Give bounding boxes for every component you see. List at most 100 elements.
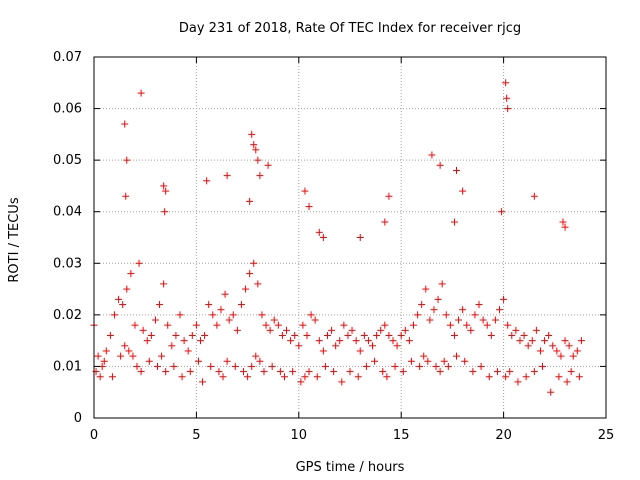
data-point [301, 187, 309, 195]
data-point [244, 373, 252, 381]
data-point [539, 362, 547, 370]
data-point [221, 290, 229, 298]
data-point [297, 378, 305, 386]
data-point [139, 326, 147, 334]
x-tick-label: 0 [90, 428, 98, 443]
data-point [100, 357, 108, 365]
data-point [313, 373, 321, 381]
data-point [319, 347, 327, 355]
data-point [117, 352, 125, 360]
data-points [90, 79, 585, 396]
data-point [407, 357, 415, 365]
data-point [436, 368, 444, 376]
data-point [559, 218, 567, 226]
data-point [283, 326, 291, 334]
data-point [147, 331, 155, 339]
data-point [137, 368, 145, 376]
data-point [143, 337, 151, 345]
x-tick-label: 15 [393, 428, 410, 443]
data-point [256, 172, 264, 180]
data-point [496, 306, 504, 314]
data-point [524, 342, 532, 350]
data-point [522, 373, 530, 381]
data-point [444, 362, 452, 370]
data-point [446, 321, 454, 329]
data-point [262, 321, 270, 329]
data-point [389, 337, 397, 345]
data-point [203, 177, 211, 185]
data-point [131, 321, 139, 329]
data-point [319, 234, 327, 241]
data-point [520, 331, 528, 339]
data-point [250, 141, 258, 149]
data-point [498, 208, 506, 216]
data-point [414, 311, 422, 319]
data-point [561, 223, 569, 231]
data-point [340, 321, 348, 329]
grid [94, 57, 606, 418]
data-point [344, 331, 352, 339]
data-point [385, 192, 393, 200]
data-point [301, 373, 309, 381]
data-point [160, 182, 168, 190]
data-point [549, 342, 557, 350]
data-point [338, 378, 346, 386]
data-point [536, 347, 544, 355]
axis-ticks: 0 0.01 0.02 0.03 0.04 0.05 0.06 0.07 0 5 10 15 20 25 [53, 50, 614, 443]
data-point [299, 321, 307, 329]
data-point [569, 352, 577, 360]
data-point [121, 120, 129, 128]
data-point [180, 337, 188, 345]
data-point [123, 285, 131, 293]
data-point [483, 321, 491, 329]
data-point [192, 321, 200, 329]
data-point [508, 331, 516, 339]
data-point [122, 192, 130, 200]
data-point [217, 306, 225, 314]
data-point [168, 342, 176, 350]
data-point [442, 311, 450, 319]
data-point [377, 326, 385, 334]
data-point [436, 161, 444, 169]
data-point [133, 362, 141, 370]
data-point [373, 331, 381, 339]
data-point [512, 326, 520, 334]
data-point [502, 79, 510, 87]
data-point [280, 373, 288, 381]
data-point [532, 326, 540, 334]
data-point [555, 373, 563, 381]
data-point [158, 352, 166, 360]
data-point [346, 368, 354, 376]
data-point [356, 347, 364, 355]
data-point [450, 331, 458, 339]
data-point [364, 337, 372, 345]
data-point [315, 337, 323, 345]
data-point [229, 311, 237, 319]
data-point [123, 156, 131, 164]
data-point [563, 378, 571, 386]
data-point [276, 368, 284, 376]
data-point [530, 368, 538, 376]
data-point [432, 362, 440, 370]
data-point [242, 285, 250, 293]
data-point [219, 373, 227, 381]
data-point [493, 368, 501, 376]
data-point [393, 342, 401, 350]
data-point [557, 352, 565, 360]
data-point [434, 295, 442, 303]
data-point [530, 192, 538, 200]
data-point [553, 347, 561, 355]
data-point [307, 311, 315, 319]
data-point [160, 280, 168, 288]
x-axis-label: GPS time / hours [296, 460, 405, 475]
data-point [409, 321, 417, 329]
data-point [268, 362, 276, 370]
data-point [475, 301, 483, 309]
data-point [260, 368, 268, 376]
data-point [266, 326, 274, 334]
plot-frame [93, 56, 607, 419]
data-point [121, 342, 129, 350]
data-point [135, 259, 143, 267]
data-point [258, 311, 266, 319]
